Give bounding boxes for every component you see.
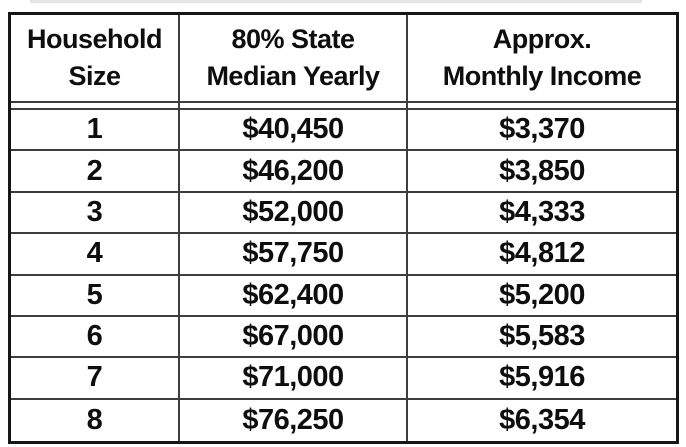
cell-yearly-income: $52,000 bbox=[180, 192, 408, 235]
cell-monthly-income: $4,333 bbox=[408, 193, 676, 235]
cell-household-size: 2 bbox=[11, 151, 180, 193]
cell-monthly-income: $3,850 bbox=[408, 151, 676, 193]
cell-monthly-income: $5,916 bbox=[408, 358, 676, 400]
cell-monthly-income: $6,354 bbox=[499, 403, 585, 436]
scan-artifact-line bbox=[30, 0, 642, 3]
cell-yearly-income: $71,000 bbox=[180, 358, 408, 400]
cell-household-size: 3 bbox=[11, 192, 180, 235]
cell-monthly-income: $4,812 bbox=[408, 234, 676, 276]
cell-household-size: 7 bbox=[11, 358, 180, 400]
cell-yearly-income: $46,200 bbox=[180, 151, 408, 193]
cell-yearly-income: $57,750 bbox=[180, 234, 408, 276]
header-body-divider bbox=[180, 103, 408, 110]
cell-yearly-income: $76,250 bbox=[180, 399, 408, 441]
cell-monthly-income: $5,200 bbox=[408, 276, 676, 317]
cell-monthly-income: $5,583 bbox=[408, 317, 676, 359]
cell-household-size: 1 bbox=[11, 110, 180, 152]
cell-household-size: 8 bbox=[11, 399, 180, 441]
income-table: Household Size 80% State Median Yearly A… bbox=[8, 12, 679, 444]
column-header-monthly-income: Approx. Monthly Income bbox=[408, 15, 676, 103]
column-header-yearly-income: 80% State Median Yearly bbox=[180, 15, 408, 103]
cell-yearly-income: $62,400 bbox=[180, 275, 408, 317]
cell-yearly-income: $40,450 bbox=[180, 110, 408, 152]
header-body-divider bbox=[408, 103, 676, 110]
cell-household-size: 5 bbox=[11, 275, 180, 317]
header-body-divider bbox=[11, 103, 180, 110]
cell-household-size: 6 bbox=[11, 316, 180, 359]
cell-monthly-income: $3,370 bbox=[408, 110, 676, 152]
column-header-household-size: Household Size bbox=[11, 15, 180, 103]
cell-yearly-income: $67,000 bbox=[180, 316, 408, 359]
cell-household-size: 4 bbox=[11, 234, 180, 276]
